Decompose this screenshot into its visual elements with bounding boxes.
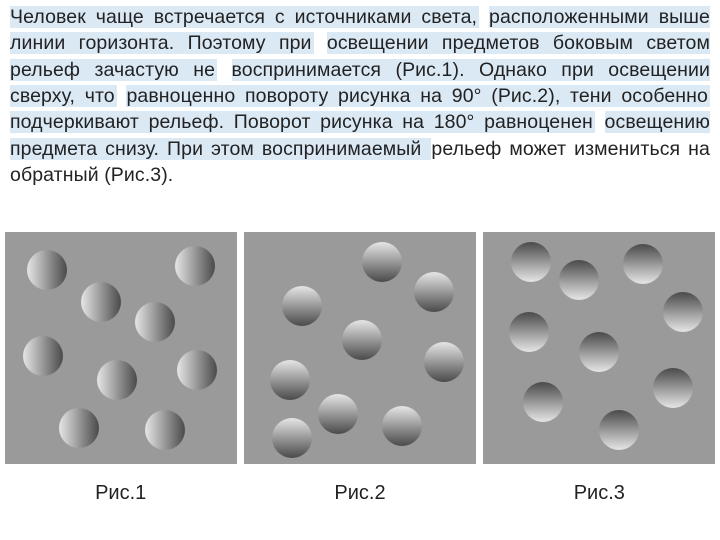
- figure-caption: Рис.2: [334, 482, 385, 505]
- highlighted-line: подчеркивают рельеф. Поворот рисунка на …: [10, 111, 595, 133]
- sphere: [511, 242, 551, 282]
- sphere: [97, 360, 137, 400]
- sphere: [318, 394, 358, 434]
- sphere: [23, 336, 63, 376]
- sphere: [27, 250, 67, 290]
- figure-2: Рис.2: [243, 232, 476, 505]
- sphere: [342, 320, 382, 360]
- sphere: [623, 244, 663, 284]
- figure-panel: [483, 232, 715, 464]
- sphere: [523, 382, 563, 422]
- highlighted-line: равноценно повороту рисунка на 90° (Рис.…: [126, 85, 710, 107]
- sphere: [175, 246, 215, 286]
- sphere: [579, 332, 619, 372]
- figures-row: Рис.1 Рис.2 Рис.3: [4, 232, 716, 505]
- sphere: [59, 408, 99, 448]
- figure-panel: [5, 232, 237, 464]
- sphere: [599, 410, 639, 450]
- figure-1: Рис.1: [4, 232, 237, 505]
- sphere: [177, 350, 217, 390]
- description-text: Человек чаще встречается с источниками с…: [10, 4, 710, 188]
- sphere: [509, 312, 549, 352]
- figure-3: Рис.3: [483, 232, 716, 505]
- sphere: [135, 302, 175, 342]
- sphere: [424, 342, 464, 382]
- sphere: [382, 406, 422, 446]
- sphere: [282, 286, 322, 326]
- figure-panel: [244, 232, 476, 464]
- sphere: [362, 242, 402, 282]
- sphere: [653, 368, 693, 408]
- sphere: [663, 292, 703, 332]
- sphere: [559, 260, 599, 300]
- sphere: [414, 272, 454, 312]
- highlighted-line: Человек чаще встречается с источниками с…: [10, 6, 479, 28]
- sphere: [272, 418, 312, 458]
- figure-caption: Рис.1: [95, 482, 146, 505]
- sphere: [270, 360, 310, 400]
- sphere: [145, 410, 185, 450]
- sphere: [81, 282, 121, 322]
- figure-caption: Рис.3: [574, 482, 625, 505]
